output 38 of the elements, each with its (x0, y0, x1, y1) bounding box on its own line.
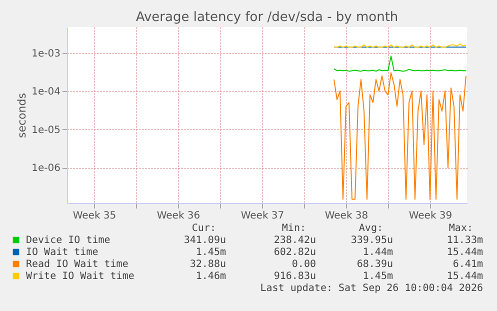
chart-title: Average latency for /dev/sda - by month (136, 10, 398, 25)
text: 6.41m (452, 259, 483, 270)
legend-label: Device IO time (26, 235, 110, 246)
text: 1.45m (196, 247, 226, 258)
text: 1.44m (362, 247, 393, 258)
y-tick-label: 1e-04 (32, 86, 60, 98)
text: 68.39u (356, 259, 393, 270)
text: 602.82u (274, 247, 316, 258)
text: 339.95u (350, 235, 393, 246)
x-tick-label: Week 38 (324, 210, 368, 222)
text: 1.46m (196, 271, 226, 282)
text: Cur: (192, 223, 216, 234)
x-tick-label: Week 36 (156, 210, 200, 222)
legend-label: Write IO Wait time (26, 271, 134, 282)
x-tick-label: Week 37 (240, 210, 284, 222)
text: 0.00 (292, 259, 316, 270)
text: Last update: Sat Sep 26 10:00:04 2026 (260, 283, 483, 294)
text: Avg: (358, 223, 383, 234)
text: Min: (282, 223, 306, 234)
text: 15.44m (446, 247, 483, 258)
line-series (334, 56, 466, 72)
legend-label: Read IO Wait time (26, 259, 128, 270)
text: 341.09u (184, 235, 226, 246)
text: 32.88u (190, 259, 226, 270)
text: 238.42u (274, 235, 316, 246)
legend-label: IO Wait time (26, 247, 98, 258)
text: 916.83u (274, 271, 316, 282)
x-tick-label: Week 39 (408, 210, 452, 222)
y-tick-label: 1e-05 (32, 124, 60, 136)
text: 15.44m (446, 271, 483, 282)
text: 1.45m (362, 271, 393, 282)
y-axis-title: seconds (16, 92, 29, 138)
text: Max: (448, 223, 473, 234)
x-tick-label: Week 35 (72, 210, 116, 222)
y-tick-label: 1e-06 (32, 163, 60, 174)
line-series (334, 72, 466, 200)
text: 11.33m (446, 235, 483, 246)
y-tick-label: 1e-03 (32, 48, 60, 60)
